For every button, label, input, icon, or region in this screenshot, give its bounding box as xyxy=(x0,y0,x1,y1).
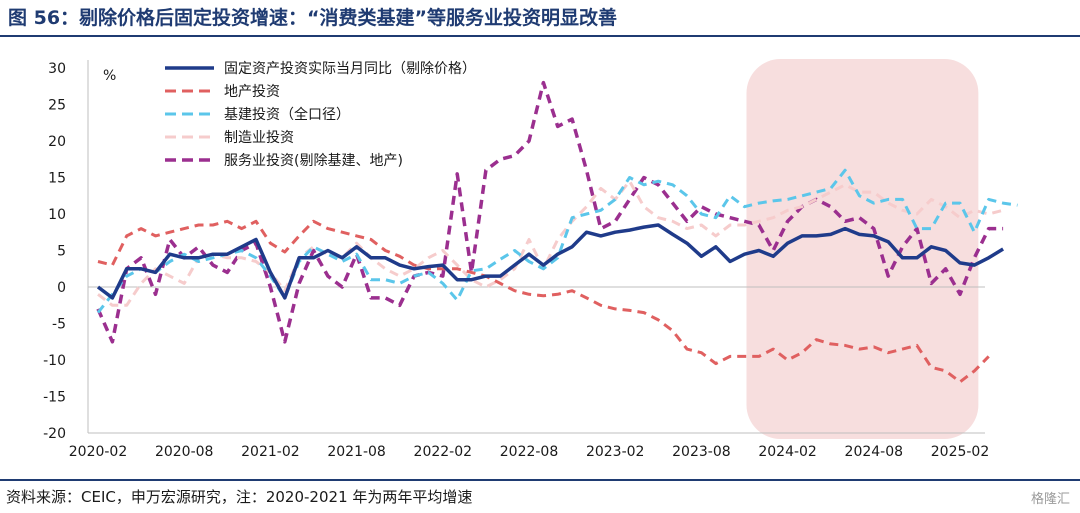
footer-divider xyxy=(0,479,1080,481)
y-tick-label: 25 xyxy=(48,98,66,114)
watermark-logo: 格隆汇 xyxy=(1030,492,1070,507)
x-tick-label: 2020-02 xyxy=(69,444,128,460)
series-line xyxy=(96,80,1004,344)
y-tick-label: 20 xyxy=(48,134,66,150)
line-chart: 30 25 20 15 10 5 0 -5 -10 -15 -20% 2020-02 2020-08 20… xyxy=(43,59,1018,460)
axis-layer: 30 25 20 15 10 5 0 -5 -10 -15 -20% 2020-02 2020-08 20… xyxy=(43,60,989,460)
y-tick-label: -5 xyxy=(52,317,66,333)
highlight-region xyxy=(746,59,979,439)
y-tick-label: 15 xyxy=(48,171,66,187)
y-tick-label: 0 xyxy=(57,280,66,296)
series-line xyxy=(97,219,990,384)
y-tick-label: -10 xyxy=(43,353,66,369)
series-line xyxy=(96,223,1005,300)
figure-title: 图 56：剔除价格后固定投资增速：“消费类基建”等服务业投资明显改善 xyxy=(8,7,618,29)
x-tick-label: 2025-02 xyxy=(931,444,990,460)
x-tick-label: 2022-02 xyxy=(414,444,473,460)
x-tick-label: 2020-08 xyxy=(155,444,214,460)
y-tick-label: 30 xyxy=(48,61,66,77)
x-tick-label: 2024-02 xyxy=(758,444,817,460)
legend-label: 固定资产投资实际当月同比（剔除价格） xyxy=(224,61,476,77)
x-tick-label: 2024-08 xyxy=(845,444,904,460)
series-layer xyxy=(96,80,1018,384)
x-tick-label: 2021-02 xyxy=(241,444,300,460)
highlight-region-layer xyxy=(746,59,979,439)
x-tick-label: 2022-08 xyxy=(500,444,559,460)
legend-label: 服务业投资(剔除基建、地产) xyxy=(224,152,403,169)
source-note: 资料来源：CEIC，申万宏源研究，注：2020-2021 年为两年平均增速 xyxy=(6,488,473,506)
y-tick-label: -15 xyxy=(43,390,66,406)
title-divider xyxy=(0,35,1080,37)
y-tick-label: 10 xyxy=(48,207,66,223)
x-tick-label: 2023-02 xyxy=(586,444,645,460)
legend-label: 制造业投资 xyxy=(224,130,294,146)
y-tick-label: 5 xyxy=(57,244,66,260)
x-tick-label: 2021-08 xyxy=(327,444,386,460)
y-tick-label: -20 xyxy=(43,426,66,442)
series-line xyxy=(97,179,1004,307)
series-line xyxy=(96,168,1018,314)
legend-label: 地产投资 xyxy=(224,84,280,100)
legend-label: 基建投资（全口径） xyxy=(224,106,350,123)
y-axis-unit: % xyxy=(103,68,116,84)
x-tick-label: 2023-08 xyxy=(672,444,731,460)
